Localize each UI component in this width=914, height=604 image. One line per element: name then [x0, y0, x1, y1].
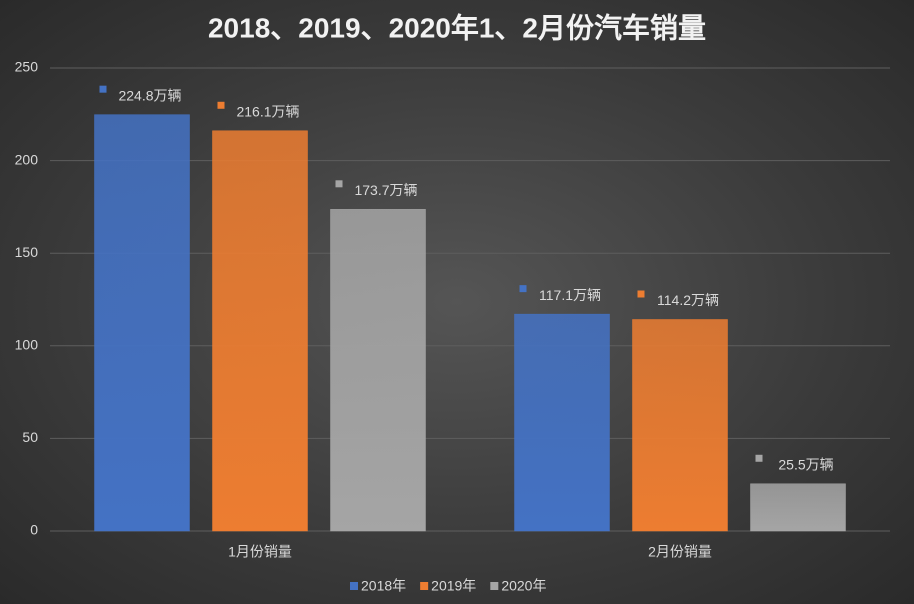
value-label: 25.5万辆 [778, 456, 833, 472]
x-tick-label: 2月份销量 [648, 544, 712, 560]
label-marker [755, 454, 763, 462]
legend-marker [490, 582, 499, 590]
bar [330, 209, 426, 532]
y-tick-label: 100 [15, 337, 39, 353]
x-tick-label: 1月份销量 [228, 544, 292, 560]
legend-label: 2018年 [361, 578, 406, 594]
legend-label: 2020年 [501, 578, 546, 594]
bar [514, 313, 610, 532]
legend-label: 2019年 [431, 578, 476, 594]
label-marker [99, 85, 107, 93]
chart-title: 2018、2019、2020年1、2月份汽车销量 [208, 11, 706, 43]
y-tick-label: 50 [22, 429, 38, 445]
y-tick-label: 0 [30, 522, 38, 538]
legend-marker [420, 582, 429, 590]
value-label: 216.1万辆 [236, 103, 299, 119]
bar [212, 130, 308, 532]
value-label: 173.7万辆 [354, 182, 417, 198]
bar [750, 483, 846, 532]
legend-marker [350, 582, 358, 590]
label-marker [519, 285, 527, 293]
y-tick-label: 250 [15, 59, 39, 75]
y-tick-label: 150 [15, 244, 39, 260]
value-label: 224.8万辆 [118, 87, 181, 103]
y-tick-label: 200 [15, 151, 39, 167]
bar [94, 114, 190, 532]
label-marker [335, 180, 343, 188]
label-marker [637, 290, 645, 298]
value-label: 117.1万辆 [539, 287, 601, 303]
bar [632, 319, 728, 532]
label-marker [217, 101, 225, 109]
value-label: 114.2万辆 [657, 292, 719, 308]
